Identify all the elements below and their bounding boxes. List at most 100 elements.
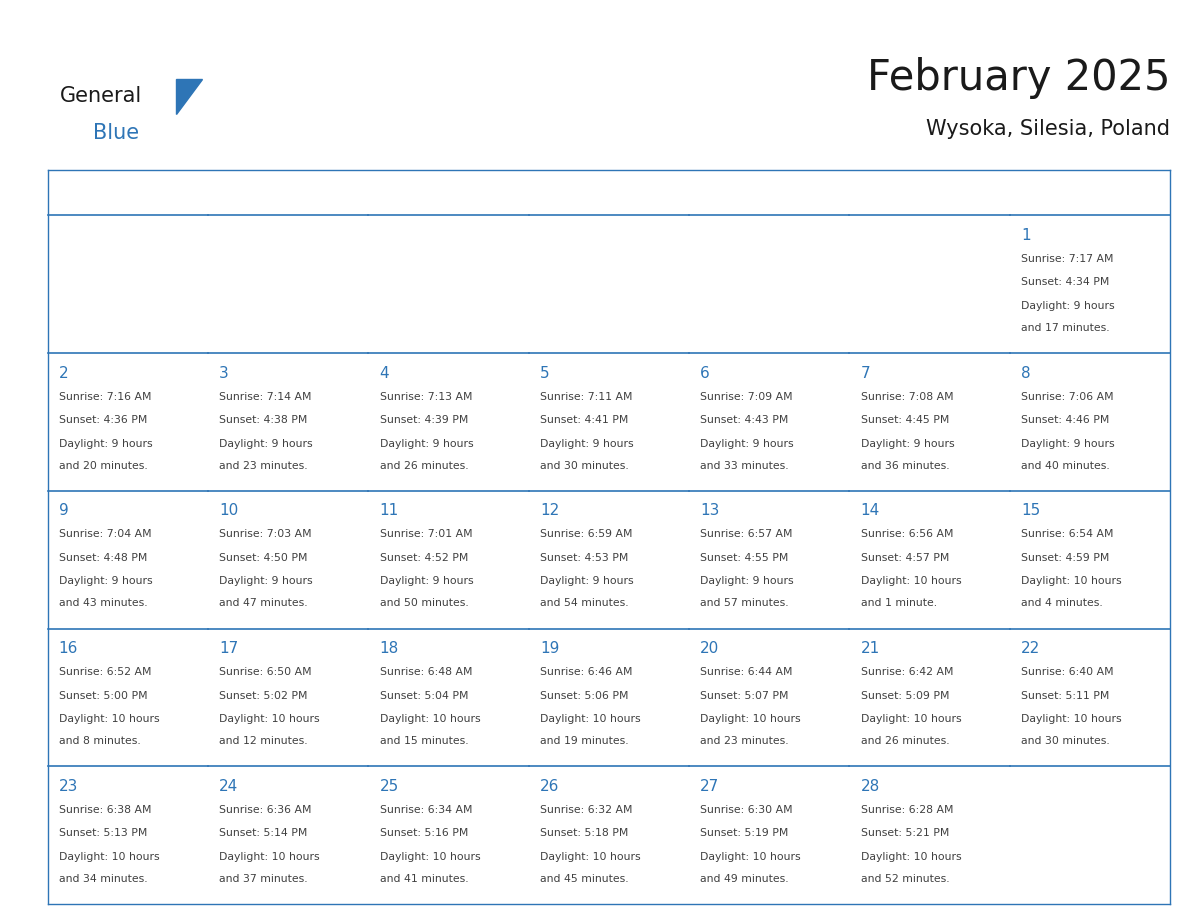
Text: 12: 12 [539, 503, 560, 519]
Text: Tuesday: Tuesday [417, 185, 480, 200]
Text: Sunrise: 6:42 AM: Sunrise: 6:42 AM [860, 667, 953, 677]
Text: Sunrise: 7:13 AM: Sunrise: 7:13 AM [379, 392, 472, 402]
Text: Sunset: 4:39 PM: Sunset: 4:39 PM [379, 415, 468, 425]
Text: 22: 22 [1020, 641, 1041, 656]
Text: Sunrise: 7:03 AM: Sunrise: 7:03 AM [219, 530, 311, 540]
Text: Daylight: 9 hours: Daylight: 9 hours [1020, 439, 1114, 449]
Text: and 54 minutes.: and 54 minutes. [539, 599, 628, 609]
Text: Daylight: 10 hours: Daylight: 10 hours [860, 852, 961, 862]
Text: Sunset: 4:53 PM: Sunset: 4:53 PM [539, 553, 628, 563]
Text: and 1 minute.: and 1 minute. [860, 599, 937, 609]
Text: Sunrise: 7:16 AM: Sunrise: 7:16 AM [58, 392, 151, 402]
Text: Sunset: 4:48 PM: Sunset: 4:48 PM [58, 553, 147, 563]
Text: Sunset: 4:46 PM: Sunset: 4:46 PM [1020, 415, 1110, 425]
Text: Daylight: 10 hours: Daylight: 10 hours [539, 852, 640, 862]
Text: Sunset: 5:04 PM: Sunset: 5:04 PM [379, 690, 468, 700]
Text: and 8 minutes.: and 8 minutes. [58, 736, 140, 746]
Text: Sunset: 4:43 PM: Sunset: 4:43 PM [700, 415, 789, 425]
Text: Daylight: 10 hours: Daylight: 10 hours [379, 714, 480, 724]
Text: General: General [59, 86, 141, 106]
Text: Daylight: 9 hours: Daylight: 9 hours [58, 577, 152, 587]
Text: Daylight: 10 hours: Daylight: 10 hours [1020, 714, 1121, 724]
Text: and 57 minutes.: and 57 minutes. [700, 599, 789, 609]
Text: Sunset: 5:07 PM: Sunset: 5:07 PM [700, 690, 789, 700]
Text: 11: 11 [379, 503, 399, 519]
Text: and 40 minutes.: and 40 minutes. [1020, 461, 1110, 471]
Text: and 30 minutes.: and 30 minutes. [1020, 736, 1110, 746]
Text: Sunrise: 7:11 AM: Sunrise: 7:11 AM [539, 392, 632, 402]
Text: Sunset: 5:06 PM: Sunset: 5:06 PM [539, 690, 628, 700]
Text: Sunrise: 6:46 AM: Sunrise: 6:46 AM [539, 667, 632, 677]
Text: Sunset: 4:36 PM: Sunset: 4:36 PM [58, 415, 147, 425]
Text: and 17 minutes.: and 17 minutes. [1020, 323, 1110, 333]
Text: Daylight: 10 hours: Daylight: 10 hours [58, 852, 159, 862]
Text: Sunset: 5:02 PM: Sunset: 5:02 PM [219, 690, 308, 700]
Text: 21: 21 [860, 641, 880, 656]
Text: Daylight: 9 hours: Daylight: 9 hours [379, 577, 473, 587]
Text: Daylight: 9 hours: Daylight: 9 hours [539, 577, 633, 587]
Text: Sunrise: 6:48 AM: Sunrise: 6:48 AM [379, 667, 472, 677]
Text: 19: 19 [539, 641, 560, 656]
Text: and 37 minutes.: and 37 minutes. [219, 874, 308, 884]
Text: Daylight: 10 hours: Daylight: 10 hours [219, 714, 320, 724]
Text: Sunset: 4:52 PM: Sunset: 4:52 PM [379, 553, 468, 563]
Text: 9: 9 [58, 503, 69, 519]
Text: and 50 minutes.: and 50 minutes. [379, 599, 468, 609]
Text: Daylight: 9 hours: Daylight: 9 hours [219, 577, 312, 587]
Text: Sunrise: 7:04 AM: Sunrise: 7:04 AM [58, 530, 151, 540]
Text: and 36 minutes.: and 36 minutes. [860, 461, 949, 471]
Text: and 20 minutes.: and 20 minutes. [58, 461, 147, 471]
Text: Sunday: Sunday [99, 185, 157, 200]
Text: and 41 minutes.: and 41 minutes. [379, 874, 468, 884]
Text: Daylight: 9 hours: Daylight: 9 hours [219, 439, 312, 449]
Text: and 30 minutes.: and 30 minutes. [539, 461, 628, 471]
Text: Daylight: 10 hours: Daylight: 10 hours [700, 714, 801, 724]
Text: Sunset: 5:14 PM: Sunset: 5:14 PM [219, 828, 308, 838]
Text: Daylight: 10 hours: Daylight: 10 hours [58, 714, 159, 724]
Text: and 12 minutes.: and 12 minutes. [219, 736, 308, 746]
Text: and 47 minutes.: and 47 minutes. [219, 599, 308, 609]
Text: 5: 5 [539, 365, 550, 381]
Text: Daylight: 10 hours: Daylight: 10 hours [1020, 577, 1121, 587]
Text: Sunrise: 6:57 AM: Sunrise: 6:57 AM [700, 530, 792, 540]
Text: Daylight: 9 hours: Daylight: 9 hours [1020, 301, 1114, 311]
Text: 7: 7 [860, 365, 871, 381]
Text: 20: 20 [700, 641, 720, 656]
Text: Daylight: 10 hours: Daylight: 10 hours [539, 714, 640, 724]
Text: and 52 minutes.: and 52 minutes. [860, 874, 949, 884]
Text: and 26 minutes.: and 26 minutes. [379, 461, 468, 471]
Text: Sunset: 5:18 PM: Sunset: 5:18 PM [539, 828, 628, 838]
Text: Blue: Blue [93, 123, 139, 143]
Text: 3: 3 [219, 365, 229, 381]
Text: Daylight: 9 hours: Daylight: 9 hours [379, 439, 473, 449]
Text: Daylight: 9 hours: Daylight: 9 hours [58, 439, 152, 449]
Text: 18: 18 [379, 641, 399, 656]
Text: Sunrise: 6:36 AM: Sunrise: 6:36 AM [219, 805, 311, 815]
Text: and 4 minutes.: and 4 minutes. [1020, 599, 1102, 609]
Text: 1: 1 [1020, 228, 1031, 242]
Text: 16: 16 [58, 641, 78, 656]
Text: Sunset: 5:19 PM: Sunset: 5:19 PM [700, 828, 789, 838]
Text: 10: 10 [219, 503, 239, 519]
Text: Sunrise: 7:09 AM: Sunrise: 7:09 AM [700, 392, 792, 402]
Text: Sunset: 5:00 PM: Sunset: 5:00 PM [58, 690, 147, 700]
Text: Wysoka, Silesia, Poland: Wysoka, Silesia, Poland [927, 118, 1170, 139]
Text: Sunrise: 6:40 AM: Sunrise: 6:40 AM [1020, 667, 1113, 677]
Text: Daylight: 10 hours: Daylight: 10 hours [219, 852, 320, 862]
Text: Daylight: 9 hours: Daylight: 9 hours [700, 577, 794, 587]
Text: and 49 minutes.: and 49 minutes. [700, 874, 789, 884]
Text: Sunrise: 6:56 AM: Sunrise: 6:56 AM [860, 530, 953, 540]
Text: Sunrise: 6:30 AM: Sunrise: 6:30 AM [700, 805, 792, 815]
Text: Daylight: 10 hours: Daylight: 10 hours [379, 852, 480, 862]
Text: and 19 minutes.: and 19 minutes. [539, 736, 628, 746]
Text: Sunset: 4:41 PM: Sunset: 4:41 PM [539, 415, 628, 425]
Text: February 2025: February 2025 [867, 57, 1170, 99]
Text: and 33 minutes.: and 33 minutes. [700, 461, 789, 471]
Text: Saturday: Saturday [1055, 185, 1125, 200]
Text: 23: 23 [58, 778, 78, 794]
Text: and 15 minutes.: and 15 minutes. [379, 736, 468, 746]
Text: Daylight: 10 hours: Daylight: 10 hours [860, 714, 961, 724]
Text: Sunset: 5:16 PM: Sunset: 5:16 PM [379, 828, 468, 838]
Text: Sunrise: 6:28 AM: Sunrise: 6:28 AM [860, 805, 953, 815]
Text: 25: 25 [379, 778, 399, 794]
